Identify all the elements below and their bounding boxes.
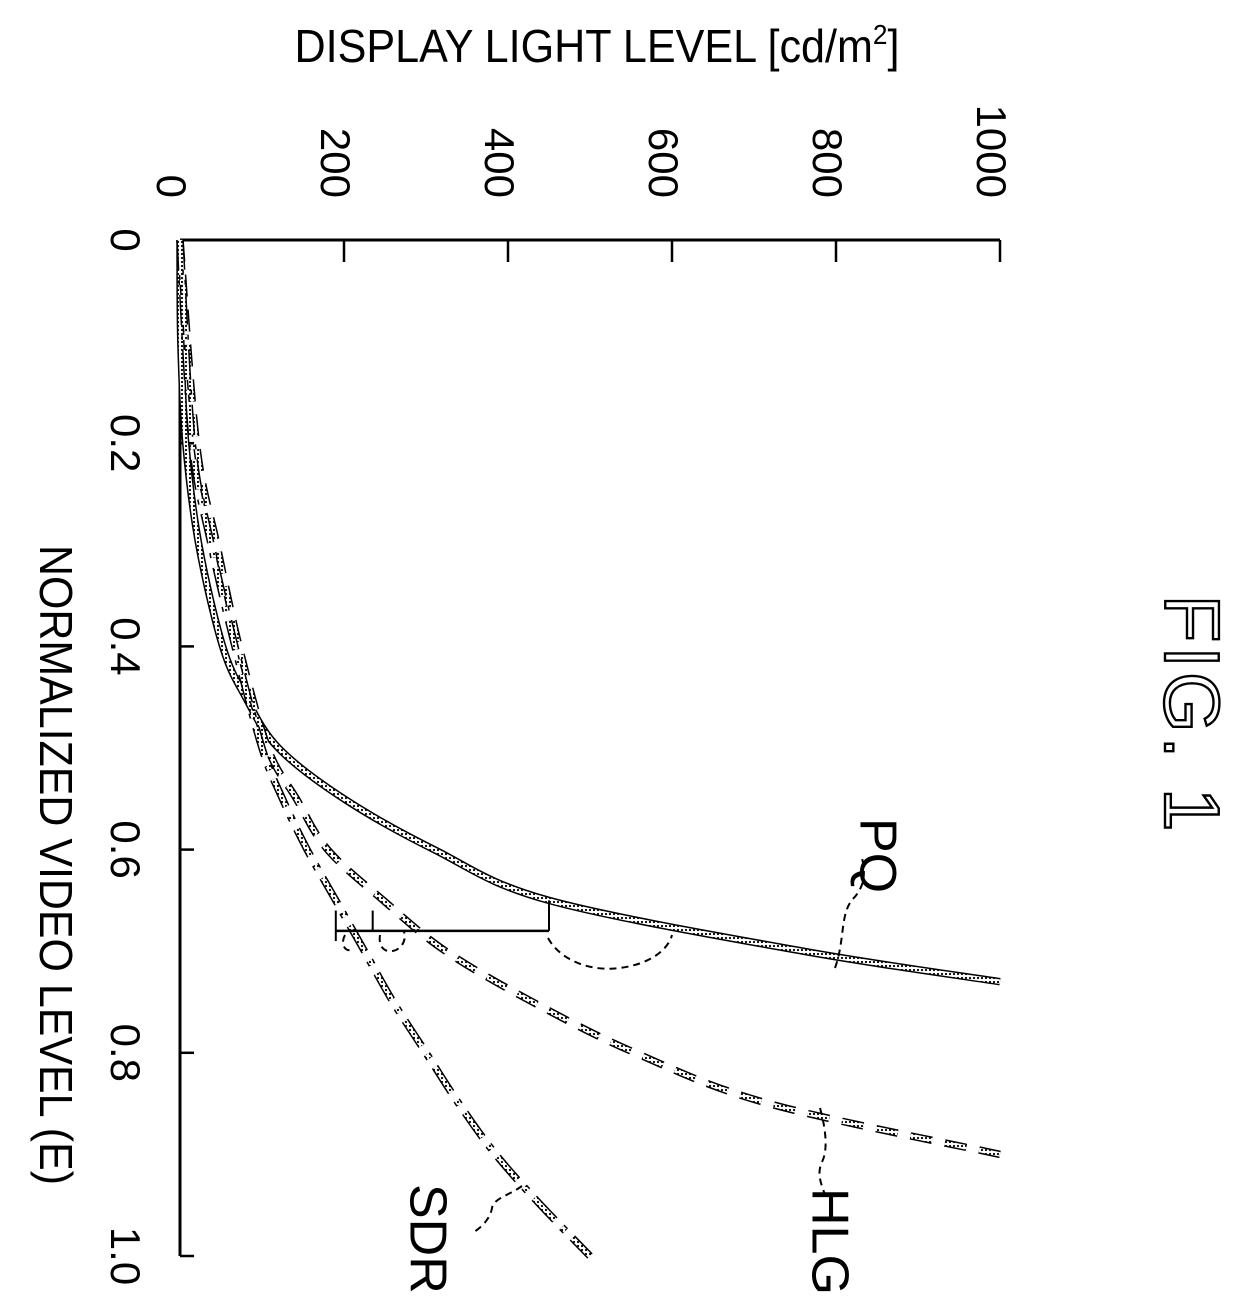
x-axis-title: NORMALIZED VIDEO LEVEL (E): [30, 545, 82, 1185]
annotation-arc: [547, 934, 673, 970]
chart-axes: [178, 238, 1000, 1256]
y-axis-title: DISPLAY LIGHT LEVEL [cd/m2]: [295, 19, 900, 72]
x-tick-label: 0.4: [102, 617, 149, 675]
x-tick-label: 0.6: [102, 820, 149, 878]
series-sdr-line: [176, 239, 593, 1259]
x-tick-label: 1.0: [102, 1227, 149, 1285]
y-tick-label: 1000: [968, 105, 1015, 198]
series-sdr-line-fill: [177, 239, 592, 1258]
y-axis-ticks: 0 200 400 600 800 1000: [148, 105, 1015, 262]
y-tick-label: 0: [148, 175, 195, 198]
series-hlg-line: [176, 239, 1001, 1159]
annotation-arc: [378, 931, 406, 953]
y-tick-label: 400: [476, 128, 523, 198]
series-label-sdr: SDR: [398, 1184, 456, 1294]
series-label-hlg: HLG: [800, 1188, 858, 1295]
x-axis-ticks: 0 0.2 0.4 0.6 0.8 1.0: [102, 228, 194, 1285]
leader-line-pq: [834, 857, 865, 969]
series-hlg-line-fill: [177, 239, 1001, 1157]
x-tick-label: 0: [102, 228, 149, 251]
chart-series: [176, 239, 1001, 1259]
x-tick-label: 0.2: [102, 414, 149, 472]
x-tick-label: 0.8: [102, 1024, 149, 1082]
y-tick-label: 800: [804, 128, 851, 198]
y-tick-label: 200: [312, 128, 359, 198]
chart-annotations: [334, 900, 550, 942]
y-tick-label: 600: [640, 128, 687, 198]
annotation-arc: [342, 934, 353, 952]
leader-line-hlg: [818, 1107, 827, 1199]
series-pq-line-fill: [177, 239, 1001, 984]
series-label-pq: PQ: [848, 818, 906, 893]
series-labels: PQ HLG SDR: [342, 818, 906, 1295]
figure-title: FIG. 1: [1148, 595, 1236, 836]
y-axis-title-superscript: 2: [873, 19, 888, 50]
leader-line-sdr: [473, 1185, 523, 1233]
